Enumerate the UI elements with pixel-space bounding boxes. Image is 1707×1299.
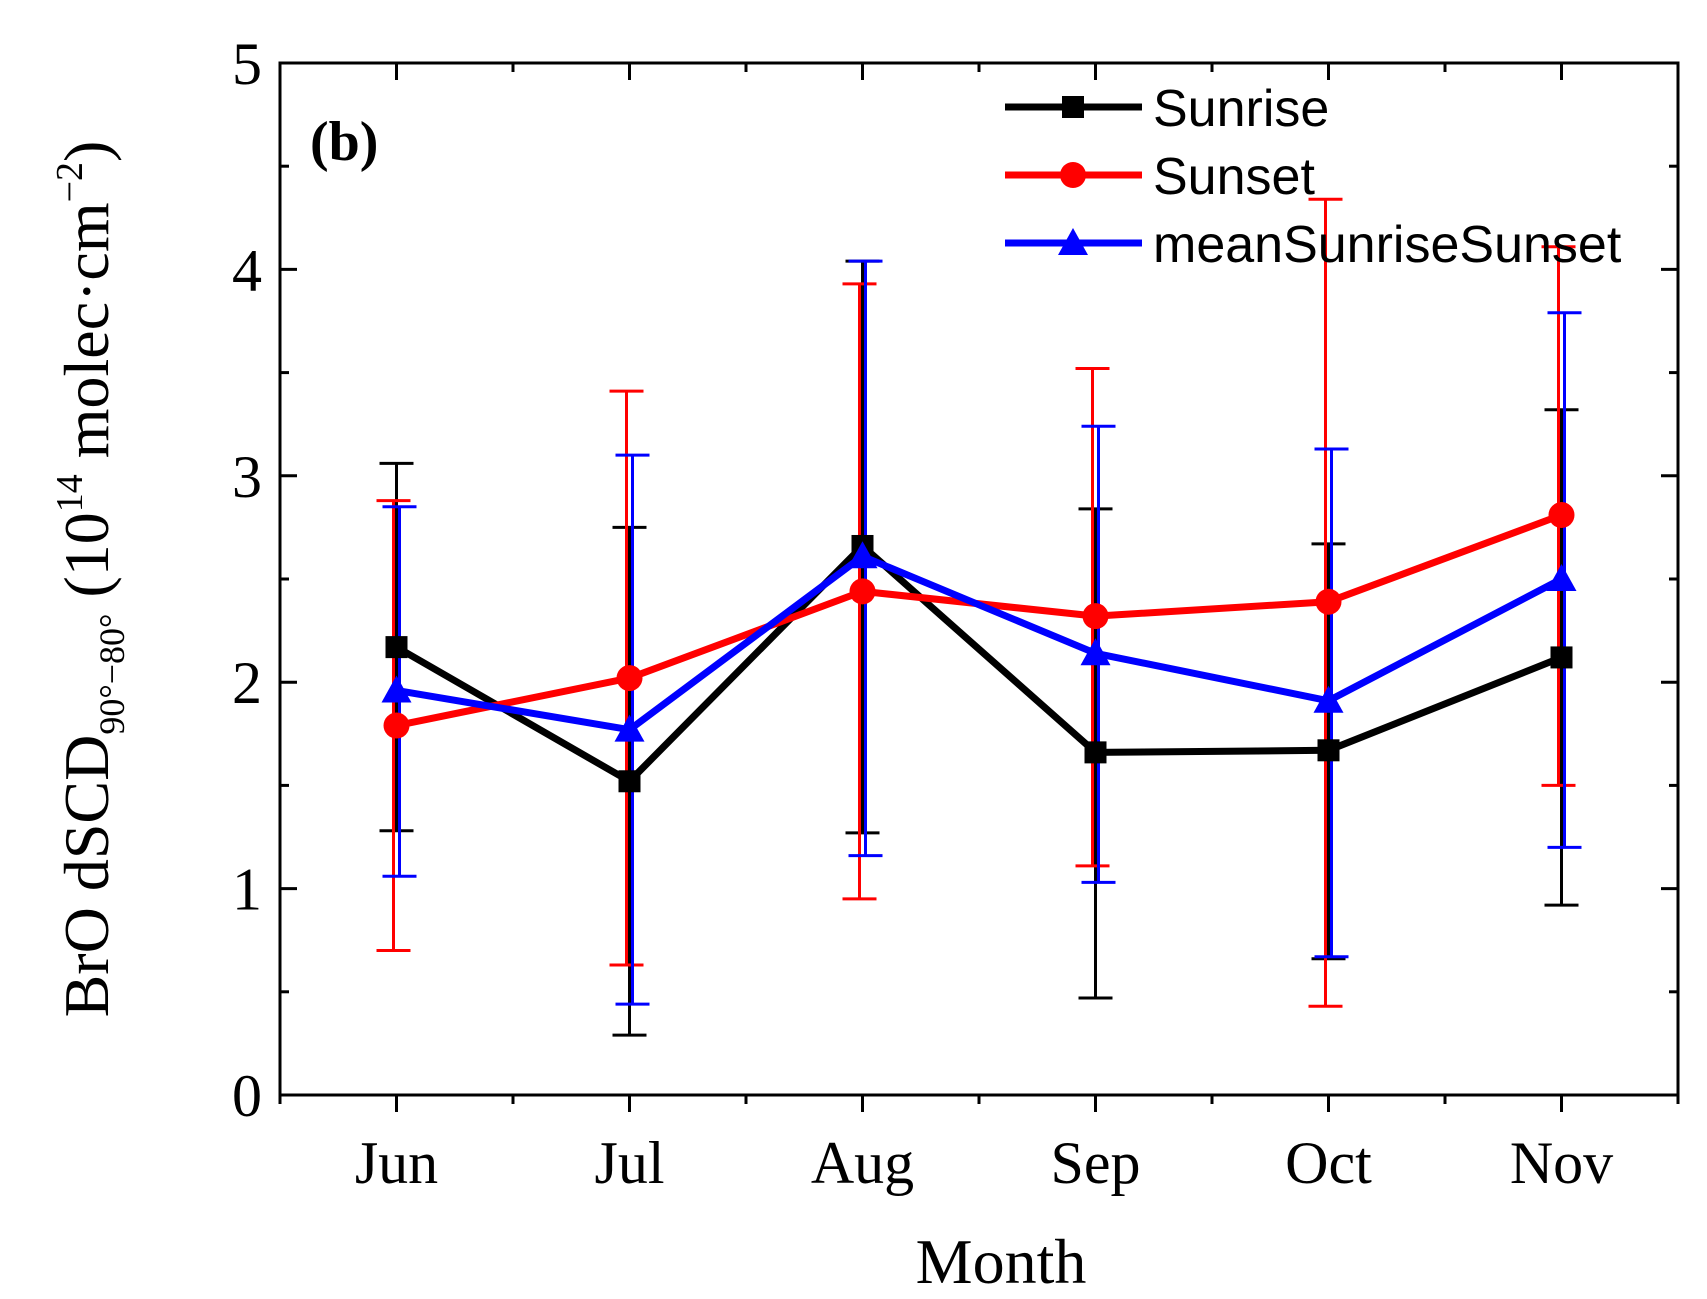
legend-marker	[1060, 162, 1086, 188]
data-point	[847, 541, 878, 569]
legend: Sunrise Sunset meanSunriseSunset	[1005, 80, 1622, 274]
series-layer	[376, 197, 1582, 1037]
y-axis-label: BrO dSCD90°−80° (1014 molec·cm−2)	[49, 141, 132, 1018]
y-axis-label-unit-mid: molec·cm	[51, 202, 122, 474]
data-point	[614, 714, 645, 742]
x-tick-label: Jun	[355, 1130, 438, 1196]
y-tick-label: 3	[232, 444, 262, 510]
legend-label: Sunset	[1153, 148, 1315, 206]
x-tick-label: Jul	[594, 1130, 664, 1196]
data-point	[385, 636, 408, 659]
x-tick-label: Oct	[1285, 1130, 1372, 1196]
data-point	[1084, 741, 1107, 764]
y-axis-label-unit-open: (10	[51, 512, 122, 613]
data-point	[381, 675, 412, 703]
y-tick-label: 4	[232, 237, 262, 303]
data-point	[383, 712, 410, 739]
series-line	[395, 552, 1564, 734]
y-axis-label-subscript: 90°−80°	[92, 614, 132, 735]
y-tick-label: 5	[232, 31, 262, 97]
legend-marker	[1058, 228, 1088, 255]
x-axis-label: Month	[916, 1226, 1087, 1297]
data-point	[849, 578, 876, 605]
data-point	[1548, 502, 1575, 529]
data-point	[1315, 588, 1342, 615]
data-point	[1317, 739, 1340, 762]
legend-label: Sunrise	[1153, 80, 1329, 138]
series-line-group-2	[381, 541, 1577, 742]
data-point	[1080, 638, 1111, 666]
y-axis-label-unit-close: )	[51, 141, 122, 162]
data-point	[618, 770, 641, 793]
legend-label: meanSunriseSunset	[1153, 216, 1622, 274]
y-tick-label: 1	[232, 857, 262, 923]
data-point	[616, 665, 643, 692]
y-axis-label-unit-exp2: −2	[49, 162, 91, 202]
x-tick-label: Aug	[811, 1130, 914, 1196]
data-point	[1313, 685, 1344, 713]
y-tick-label: 0	[232, 1063, 262, 1129]
legend-marker	[1062, 96, 1084, 118]
x-tick-label: Sep	[1051, 1130, 1141, 1196]
y-tick-label: 2	[232, 650, 262, 716]
data-point	[1550, 646, 1573, 669]
panel-label: (b)	[310, 111, 378, 173]
data-point	[1546, 564, 1577, 591]
y-axis-label-main: BrO dSCD	[51, 735, 122, 1018]
x-tick-label: Nov	[1510, 1130, 1613, 1196]
series-line-group-0	[385, 534, 1573, 793]
series-line	[394, 542, 1563, 785]
data-point	[1082, 603, 1109, 630]
y-axis-label-unit-exp: 14	[49, 474, 91, 512]
axes-layer: 0 1 2 3 4 5 Jun Jul Aug Sep Oct Nov	[232, 31, 1680, 1196]
